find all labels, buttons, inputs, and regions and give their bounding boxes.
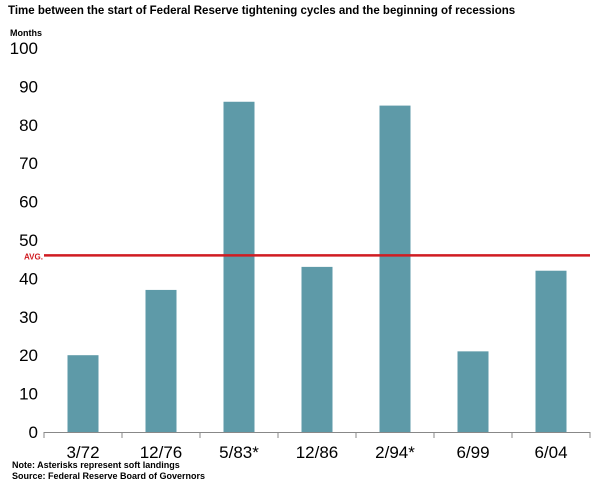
y-tick-label: 0 — [29, 423, 38, 442]
note-text: Note: Asterisks represent soft landings — [12, 460, 180, 470]
y-tick-label: 90 — [19, 77, 38, 96]
y-tick-label: 80 — [19, 116, 38, 135]
bar-2 — [145, 289, 177, 432]
bar-5 — [379, 105, 411, 432]
chart-notes: Note: Asterisks represent soft landings … — [12, 460, 205, 482]
x-tick-label: 6/99 — [456, 443, 489, 462]
y-tick-label: 50 — [19, 231, 38, 250]
x-tick-label: 2/94* — [375, 443, 415, 462]
x-tick-label: 3/72 — [66, 443, 99, 462]
bar-1 — [67, 355, 99, 432]
y-tick-label: 30 — [19, 308, 38, 327]
y-tick-label: 60 — [19, 193, 38, 212]
y-tick-label: 10 — [19, 385, 38, 404]
x-tick-label: 12/86 — [296, 443, 339, 462]
y-tick-label: 20 — [19, 346, 38, 365]
chart-title: Time between the start of Federal Reserv… — [8, 5, 516, 17]
y-tick-label: 40 — [19, 269, 38, 288]
x-tick-label: 6/04 — [534, 443, 567, 462]
bar-4 — [301, 266, 333, 432]
y-tick-label: 70 — [19, 154, 38, 173]
y-axis-label: Months — [10, 28, 42, 38]
bar-7 — [535, 270, 567, 432]
bar-3 — [223, 101, 255, 432]
average-label: AVG. — [24, 252, 43, 261]
bar-6 — [457, 351, 489, 432]
x-tick-label: 5/83* — [219, 443, 259, 462]
x-tick-label: 12/76 — [140, 443, 183, 462]
y-tick-label: 100 — [10, 39, 38, 58]
source-text: Source: Federal Reserve Board of Governo… — [12, 471, 206, 481]
